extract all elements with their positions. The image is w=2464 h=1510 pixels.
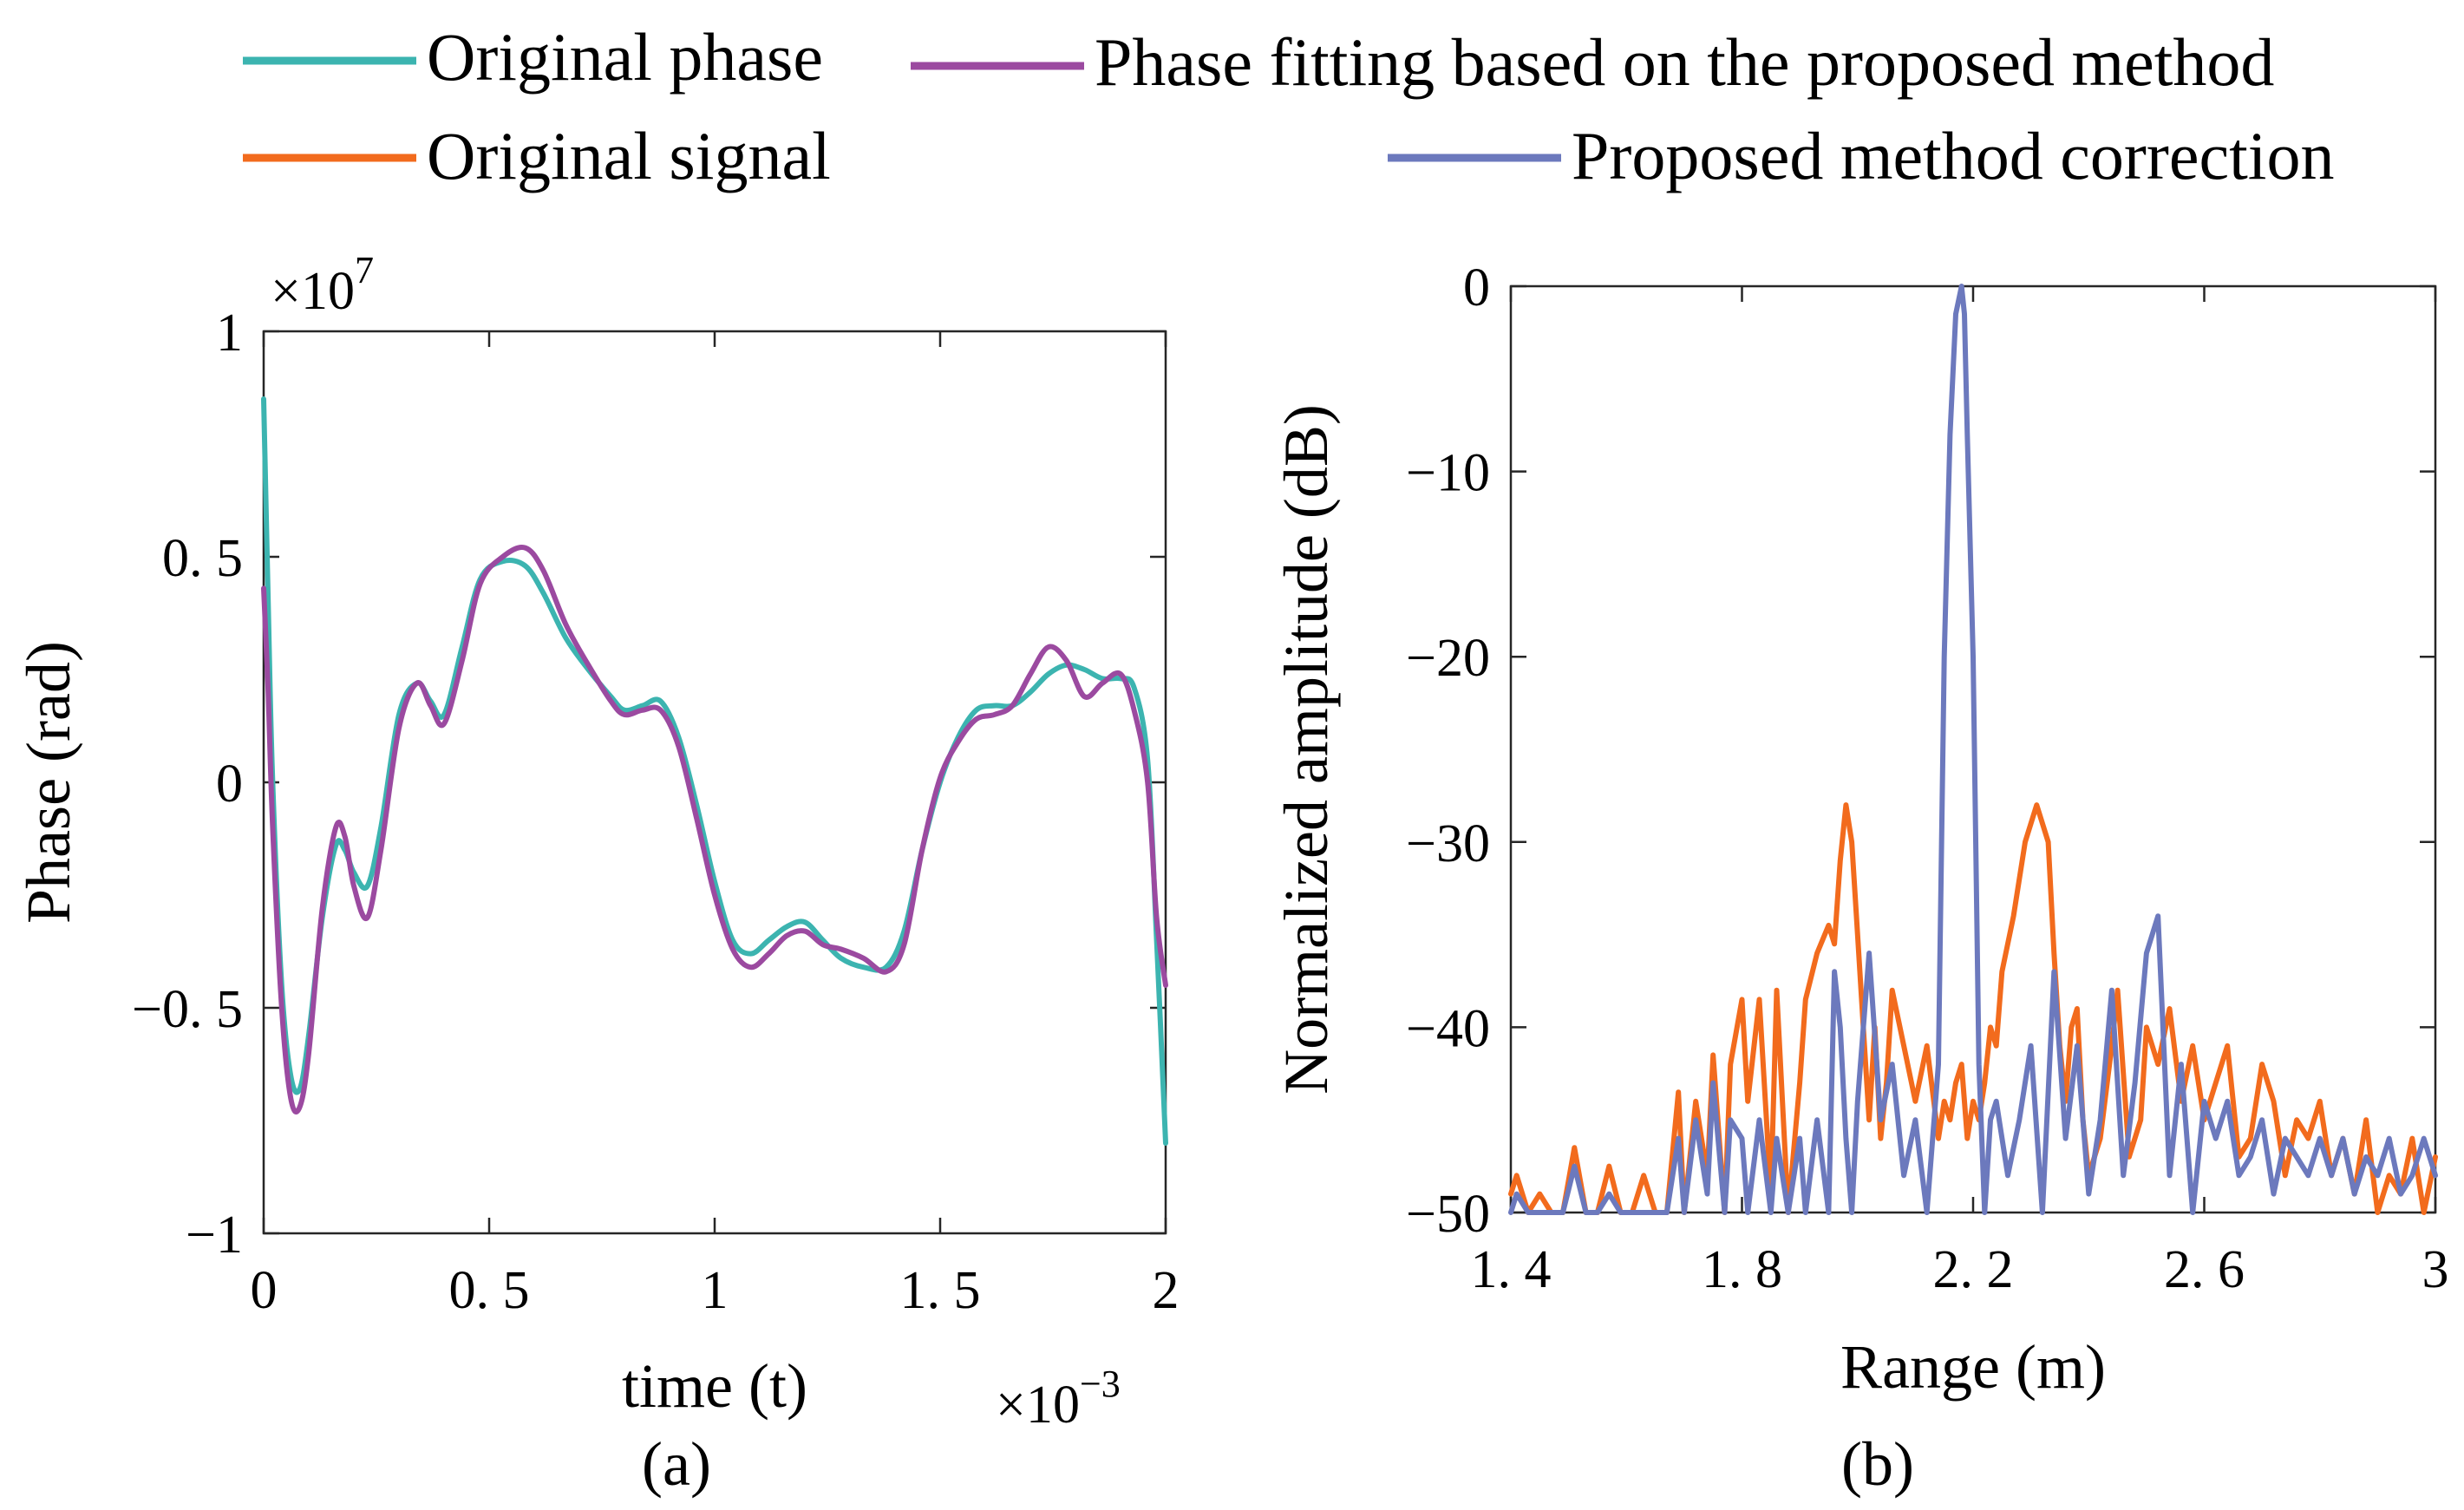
panel-b: 1. 4 1. 8 2. 2 2. 6 3 0 −10 −20 −30 −40 −50 Range … xyxy=(1271,258,2449,1499)
y-tick-label: 0. 5 xyxy=(162,529,243,588)
y-tick-label: −30 xyxy=(1406,814,1490,873)
series-a xyxy=(261,396,1168,1146)
x-tick-label: 0. 5 xyxy=(449,1261,530,1320)
y-tick-label: 0 xyxy=(1463,258,1490,317)
legend-label-original-phase: Original phase xyxy=(427,19,823,95)
series-line-1-0 xyxy=(1508,802,2438,1215)
y-tick-label: −10 xyxy=(1406,444,1490,503)
y-exponent-a: ×107 xyxy=(271,249,374,321)
y-axis-label-a: Phase (rad) xyxy=(14,641,83,924)
legend-label-proposed-correction: Proposed method correction xyxy=(1572,118,2334,193)
panel-a: ×107 0 0. 5 1 1. 5 2 1 0. 5 0 −0. 5 −1 time (t) P… xyxy=(14,249,1180,1499)
x-tick-label: 2. 6 xyxy=(2164,1240,2245,1299)
plot-area-a xyxy=(262,330,1167,1235)
x-exponent-a: ×10−3 xyxy=(996,1363,1121,1435)
x-tick-label: 1. 4 xyxy=(1471,1240,1552,1299)
ticks-b: 1. 4 1. 8 2. 2 2. 6 3 0 −10 −20 −30 −40 −50 xyxy=(1406,258,2448,1299)
y-tick-label: −50 xyxy=(1406,1185,1490,1244)
x-tick-label: 2 xyxy=(1153,1261,1180,1320)
x-axis-label-a: time (t) xyxy=(622,1351,807,1421)
y-tick-label: 1 xyxy=(216,304,243,363)
y-tick-label: −20 xyxy=(1406,629,1490,688)
x-tick-label: 3 xyxy=(2422,1240,2449,1299)
legend-label-original-signal: Original signal xyxy=(427,118,831,193)
y-tick-label: 0 xyxy=(216,755,243,814)
x-tick-label: 1 xyxy=(702,1261,729,1320)
y-tick-label: −0. 5 xyxy=(132,980,243,1039)
x-axis-label-b: Range (m) xyxy=(1840,1332,2106,1402)
y-axis-label-b: Normalized amplitude (dB) xyxy=(1271,404,1341,1095)
x-tick-label: 2. 2 xyxy=(1933,1240,2014,1299)
series-line-1-1 xyxy=(1508,284,2438,1215)
x-tick-label: 1. 8 xyxy=(1702,1240,1782,1299)
x-tick-label: 0 xyxy=(251,1261,278,1320)
series-line-0-1 xyxy=(261,545,1168,1115)
series-line-0-0 xyxy=(261,396,1168,1146)
legend-label-phase-fitting: Phase fitting based on the proposed meth… xyxy=(1095,24,2274,100)
ticks-a: 0 0. 5 1 1. 5 2 1 0. 5 0 −0. 5 −1 xyxy=(132,304,1179,1320)
panel-label-a: (a) xyxy=(642,1429,711,1499)
x-tick-label: 1. 5 xyxy=(900,1261,981,1320)
y-tick-label: −1 xyxy=(186,1206,243,1265)
legend: Original phase Phase fitting based on th… xyxy=(243,19,2334,193)
y-tick-label: −40 xyxy=(1406,999,1490,1058)
series-b xyxy=(1508,284,2438,1215)
panel-label-b: (b) xyxy=(1841,1429,1914,1499)
